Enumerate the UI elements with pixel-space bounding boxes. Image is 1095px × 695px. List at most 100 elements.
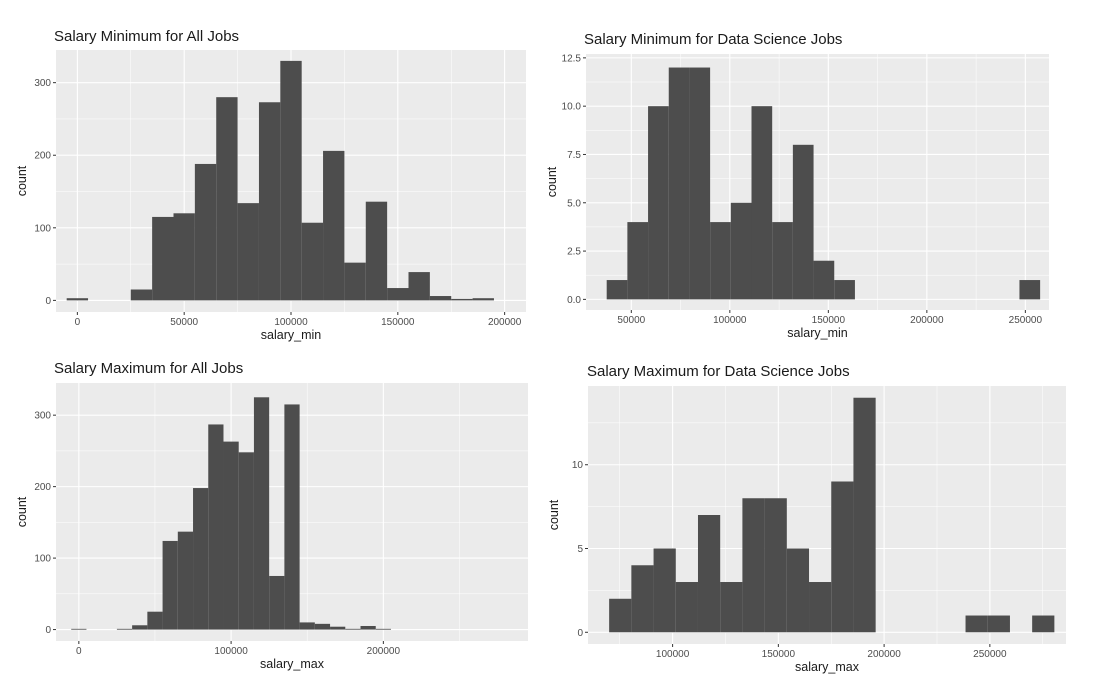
chart-4-bar-11 [831,481,854,633]
chart-2-bar-10 [792,144,814,300]
chart-3-bar-7 [193,488,209,630]
chart-3-bar-15 [314,623,331,630]
chart-2-bar-4 [668,67,690,300]
chart-2-y-tick-label: 7.5 [567,150,581,161]
chart-2-bar-1 [606,280,628,300]
chart-3-bar-3 [132,625,148,630]
chart-2-y-axis-title: count [545,166,559,197]
chart-1-x-tick-label: 50000 [170,317,198,328]
chart-4-bar-12 [853,397,876,633]
chart-4-bar-2 [631,565,654,633]
chart-3-title: Salary Maximum for All Jobs [54,360,243,377]
chart-3-bar-4 [147,611,163,630]
chart-4-bar-6 [720,582,743,633]
chart-4-bar-7 [742,498,765,633]
chart-3-bar-9 [223,441,239,630]
chart-3-bar-10 [238,452,254,630]
chart-1-x-axis-title: salary_min [261,328,321,342]
chart-2-x-axis-title: salary_min [787,326,847,340]
chart-4-bar-14 [987,615,1010,633]
chart-3-y-tick-label: 300 [34,411,51,422]
chart-4-y-tick-label: 0 [577,628,583,639]
chart-2-x-tick-label: 200000 [910,315,944,326]
chart-2-x-tick-label: 250000 [1009,315,1043,326]
chart-4-x-tick-label: 100000 [656,649,690,660]
chart-2-bar-3 [648,106,669,300]
chart-3-bar-1 [71,628,87,630]
chart-1-bar-4 [173,213,195,301]
chart-1-x-tick-label: 200000 [488,317,522,328]
chart-3-y-tick-label: 100 [34,554,51,565]
chart-3-bar-5 [162,540,178,630]
chart-1-bar-18 [472,298,494,301]
chart-2-bar-7 [730,202,752,300]
chart-4-bar-9 [786,548,810,633]
chart-2-x-tick-label: 50000 [617,315,645,326]
chart-1-y-tick-label: 300 [34,78,51,89]
chart-4-bar-15 [1032,615,1055,633]
chart-3-bar-11 [253,397,270,630]
chart-1-bar-14 [387,288,409,301]
chart-2-bar-13 [1019,280,1041,300]
chart-1-x-tick-label: 150000 [381,317,415,328]
chart-2-y-tick-label: 12.5 [562,53,582,64]
chart-3-bar-16 [330,626,346,630]
chart-3-bar-6 [177,531,194,630]
chart-2-y-tick-label: 5.0 [567,198,581,209]
chart-3-x-tick-label: 100000 [214,646,248,657]
chart-1-x-tick-label: 100000 [274,317,308,328]
chart-1-bar-6 [216,97,238,301]
chart-3-bar-18 [360,625,376,630]
chart-3-y-axis-title: count [15,496,29,527]
chart-3-bar-19 [375,628,391,630]
chart-1: 0 50000 100000 150000 200000 0 100 200 300 Salary… [15,28,526,342]
chart-4-y-tick-label: 5 [577,544,583,555]
chart-1-bar-8 [258,102,281,301]
chart-2-bar-9 [772,222,793,300]
chart-2-bar-5 [689,67,711,300]
chart-1-bar-13 [365,201,388,301]
chart-2-title: Salary Minimum for Data Science Jobs [584,31,842,48]
chart-4-x-tick-label: 200000 [867,649,901,660]
chart-4-bar-13 [965,615,988,633]
chart-4-bar-8 [764,498,787,633]
chart-3-bar-8 [208,424,224,630]
chart-3-x-tick-label: 200000 [367,646,401,657]
chart-3-x-tick-label: 0 [76,646,82,657]
chart-1-y-tick-label: 200 [34,151,51,162]
chart-4: 100000 150000 200000 250000 0 5 10 Salary Maxim… [547,363,1066,674]
chart-1-bar-2 [130,289,153,301]
chart-1-bar-3 [152,216,174,301]
chart-1-bar-16 [429,296,452,301]
chart-4-bar-3 [653,548,676,633]
chart-1-bar-12 [344,262,366,301]
chart-2-y-tick-label: 0.0 [567,295,581,306]
chart-1-title: Salary Minimum for All Jobs [54,28,239,45]
chart-2-y-tick-label: 2.5 [567,247,581,258]
chart-3-bar-2 [116,628,133,630]
chart-1-bar-5 [194,163,217,301]
chart-4-y-axis-title: count [547,499,561,530]
chart-4-bar-4 [675,582,698,633]
chart-2-bar-8 [751,106,773,300]
chart-1-bar-15 [408,272,430,301]
chart-2-bar-12 [834,280,855,300]
chart-4-bar-10 [809,582,832,633]
chart-3-y-tick-label: 0 [45,625,51,636]
chart-1-bar-17 [451,298,473,301]
chart-3-bar-17 [345,628,361,630]
chart-2-bar-6 [710,222,731,300]
chart-2-x-tick-label: 150000 [812,315,846,326]
chart-1-y-axis-title: count [15,165,29,196]
chart-4-x-axis-title: salary_max [795,660,860,674]
chart-4-x-tick-label: 150000 [762,649,796,660]
chart-1-bar-1 [66,298,89,301]
chart-3: 0 100000 200000 0 100 200 300 Salary Maximum fo… [15,360,528,671]
chart-1-bar-11 [323,150,345,301]
chart-4-title: Salary Maximum for Data Science Jobs [587,363,850,380]
chart-2-bar-2 [627,222,649,300]
chart-3-x-axis-title: salary_max [260,657,325,671]
chart-3-bar-14 [299,622,315,630]
chart-3-bar-13 [284,404,300,630]
